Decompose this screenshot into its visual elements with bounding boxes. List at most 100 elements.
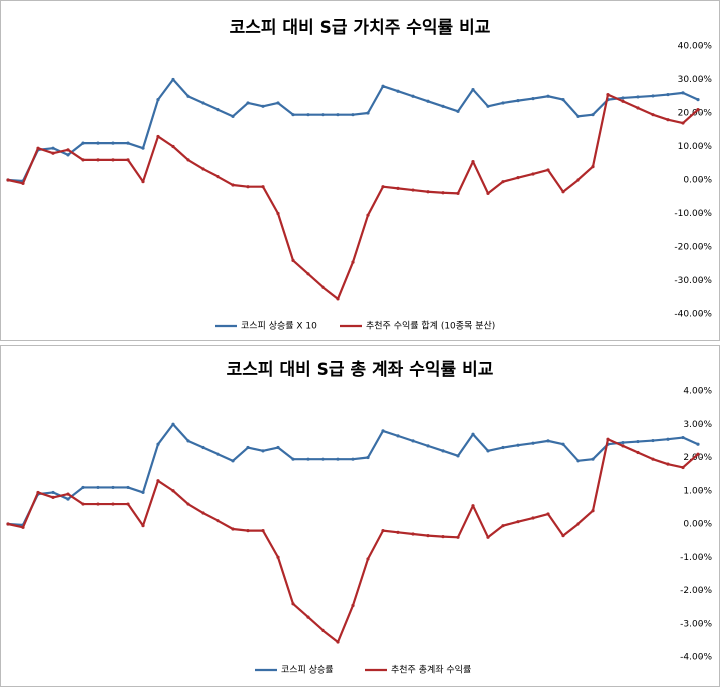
point xyxy=(291,602,295,606)
point xyxy=(456,535,460,539)
point xyxy=(546,512,550,516)
point xyxy=(366,455,370,460)
point xyxy=(336,640,340,644)
point xyxy=(516,99,520,103)
point xyxy=(471,159,475,164)
legend-label: 코스피 상승률 xyxy=(281,665,334,676)
point xyxy=(66,148,70,152)
point xyxy=(606,437,610,441)
point xyxy=(576,178,580,182)
y-tick-label: -40.00% xyxy=(674,310,712,320)
point xyxy=(531,96,535,101)
point xyxy=(21,181,25,185)
point xyxy=(546,168,550,172)
point xyxy=(561,98,565,102)
point xyxy=(651,438,655,443)
point xyxy=(411,439,415,443)
point xyxy=(381,185,385,189)
point xyxy=(231,527,235,531)
point xyxy=(441,104,445,108)
point xyxy=(651,94,655,98)
point xyxy=(381,84,385,88)
point xyxy=(141,490,145,495)
point xyxy=(501,101,505,105)
point xyxy=(561,534,565,538)
point xyxy=(171,422,175,426)
point xyxy=(366,557,370,561)
point xyxy=(321,457,325,461)
point xyxy=(591,509,595,513)
point xyxy=(66,497,70,501)
point xyxy=(246,101,250,105)
point xyxy=(696,452,700,456)
point xyxy=(576,114,580,118)
point xyxy=(621,440,625,445)
point xyxy=(186,94,190,98)
y-tick-label: 30.00% xyxy=(678,75,713,85)
point xyxy=(501,180,505,184)
point xyxy=(36,146,40,150)
point xyxy=(96,502,100,506)
point xyxy=(6,178,10,182)
point xyxy=(171,144,175,149)
point xyxy=(591,113,595,117)
point xyxy=(96,141,100,145)
point xyxy=(276,211,280,216)
point xyxy=(651,457,655,461)
point xyxy=(186,502,190,506)
chart-title: 코스피 대비 S급 총 계좌 수익률 비교 xyxy=(227,360,494,380)
point xyxy=(681,435,685,440)
point xyxy=(276,445,280,450)
point xyxy=(261,185,265,189)
point xyxy=(516,176,520,180)
point xyxy=(636,95,640,99)
point xyxy=(141,180,145,184)
point xyxy=(171,489,175,493)
point xyxy=(246,185,250,189)
point xyxy=(441,535,445,539)
point xyxy=(216,175,220,179)
y-tick-label: 0.00% xyxy=(683,176,712,186)
point xyxy=(201,167,205,171)
point xyxy=(456,191,460,195)
point xyxy=(231,459,235,463)
point xyxy=(366,111,370,115)
y-tick-label: -30.00% xyxy=(674,276,712,286)
point xyxy=(621,444,625,448)
point xyxy=(336,113,340,117)
point xyxy=(546,94,550,98)
point xyxy=(156,442,160,446)
point xyxy=(156,134,160,139)
point xyxy=(576,522,580,526)
point xyxy=(666,92,670,97)
point xyxy=(621,96,625,100)
point xyxy=(471,87,475,92)
point xyxy=(246,445,250,450)
point xyxy=(396,89,400,93)
point xyxy=(96,158,100,162)
y-tick-label: 2.00% xyxy=(683,453,712,463)
point xyxy=(621,99,625,103)
point xyxy=(456,454,460,458)
point xyxy=(396,434,400,438)
point xyxy=(516,520,520,524)
y-tick-label: 40.00% xyxy=(678,42,713,52)
point xyxy=(651,113,655,117)
point xyxy=(426,99,430,103)
point xyxy=(126,485,130,490)
point xyxy=(111,141,115,145)
point xyxy=(681,121,685,125)
point xyxy=(681,465,685,470)
point xyxy=(66,492,70,496)
point xyxy=(306,272,310,276)
chart-title: 코스피 대비 S급 가치주 수익률 비교 xyxy=(230,18,491,38)
point xyxy=(306,113,310,117)
point xyxy=(186,158,190,162)
point xyxy=(426,444,430,448)
point xyxy=(111,485,115,490)
point xyxy=(516,443,520,447)
point xyxy=(321,113,325,117)
point xyxy=(441,449,445,453)
point xyxy=(261,529,265,533)
point xyxy=(81,158,85,162)
